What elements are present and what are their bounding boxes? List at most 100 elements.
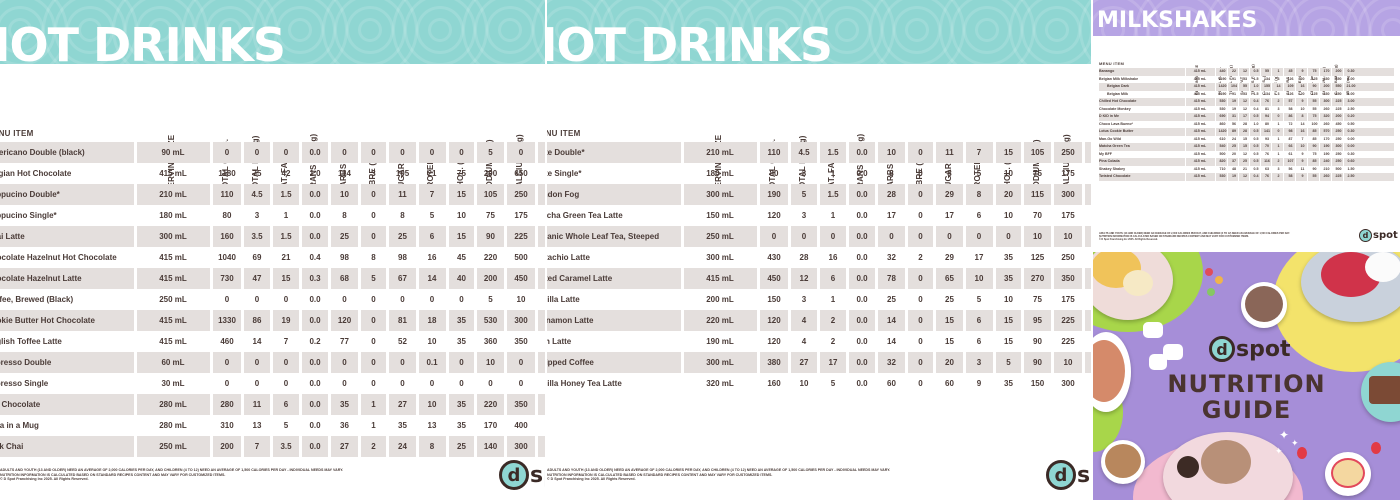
column-separator (386, 289, 389, 310)
nutrition-value: 415 mL (1193, 166, 1207, 171)
nutrition-value: 32 (887, 253, 896, 262)
nutrition-value: 180 mL (706, 169, 734, 178)
nutrition-value: 0 (371, 232, 376, 241)
nutrition-value: 8 (342, 211, 347, 220)
nutrition-value: 0 (918, 232, 923, 241)
column-separator (1283, 128, 1284, 136)
column-separator (846, 268, 849, 289)
column-separator (446, 352, 449, 373)
nutrition-value: 200 (1335, 114, 1342, 118)
column-separator (1283, 75, 1284, 83)
column-separator (270, 415, 273, 436)
column-separator (1021, 142, 1024, 163)
column-separator (210, 247, 213, 268)
footnote-line: ADULTS AND YOUTH (13 AND OLDER) NEED AN … (0, 468, 344, 472)
column-separator (933, 352, 936, 373)
ice-cream-cup (1241, 282, 1287, 328)
nutrition-value: 0.0 (856, 169, 868, 178)
nutrition-value: 21.00 (1346, 84, 1356, 88)
footnote-line: NUTRITION INFORMATION IS CALCULATED BASE… (0, 472, 226, 477)
column-separator (1238, 113, 1239, 121)
column-separator (1343, 120, 1344, 128)
nutrition-value: 170 (1323, 136, 1330, 141)
column-separator (993, 268, 996, 289)
column-separator (358, 331, 361, 352)
column-separator (1185, 113, 1186, 121)
nutrition-value: 0 (918, 190, 923, 199)
column-separator (963, 310, 966, 331)
nutrition-value: 0.0 (856, 316, 868, 325)
column-separator (1227, 75, 1228, 83)
column-separator (386, 226, 389, 247)
nutrition-value: 81 (1265, 106, 1269, 111)
column-separator (681, 247, 684, 268)
column-separator (993, 205, 996, 226)
column-separator (1227, 120, 1228, 128)
column-separator (241, 142, 244, 163)
column-separator (328, 226, 331, 247)
column-separator (446, 247, 449, 268)
column-separator (1185, 135, 1186, 143)
nutrition-value: 1 (1277, 144, 1280, 148)
dspot-logo: d spot (499, 460, 545, 490)
column-separator (875, 268, 878, 289)
nutrition-value: 15 (1004, 316, 1013, 325)
churro-fries (1093, 340, 1125, 402)
nutrition-value: 0.5 (1253, 129, 1259, 133)
menu-item-name: Organic Whole Leaf Tea, Steeped (547, 232, 660, 241)
nutrition-value: 0 (801, 232, 807, 241)
nutrition-value: 5 (283, 421, 289, 430)
nutrition-value: 75 (1033, 295, 1042, 304)
column-separator (328, 289, 331, 310)
logo-wordmark: spot (1373, 230, 1398, 241)
nutrition-value: 570 (1323, 129, 1330, 133)
nutrition-value: 0.5 (1253, 136, 1259, 141)
column-separator (328, 247, 331, 268)
nutrition-value: 0 (224, 379, 230, 388)
nutrition-value: 0.0 (856, 274, 868, 283)
nutrition-value: 0.00 (1347, 136, 1355, 141)
column-separator (1185, 68, 1186, 76)
footnote: ADULTS AND YOUTH (13 AND OLDER) NEED AN … (0, 468, 343, 482)
column-separator (1249, 105, 1250, 113)
column-header: SODIUM (mg) (1032, 78, 1046, 193)
nutrition-value: 190 (1323, 144, 1330, 148)
nutrition-value: 3 (976, 358, 982, 367)
column-separator (535, 415, 538, 436)
column-separator (504, 268, 507, 289)
column-separator (299, 436, 302, 457)
nutrition-value: 0 (488, 379, 493, 388)
marshmallow (1143, 322, 1163, 338)
column-separator (1343, 98, 1344, 106)
column-header: CALCIUM (mg) (515, 78, 529, 193)
column-separator (1295, 83, 1296, 91)
column-separator (1307, 135, 1308, 143)
nutrition-value: 0.0 (856, 379, 868, 388)
nutrition-value: 55 (1312, 106, 1317, 111)
column-separator (358, 436, 361, 457)
table-row: Belgian Dark 415 mL 1420 104 55 1.0 155 14 109 16… (1099, 83, 1394, 91)
column-separator (1343, 165, 1344, 173)
column-separator (241, 268, 244, 289)
column-separator (757, 247, 760, 268)
column-separator (134, 352, 137, 373)
column-separator (757, 205, 760, 226)
nutrition-value: 35 (457, 316, 466, 325)
menu-item-name: D KID in Me (1099, 114, 1119, 118)
milkshake-nutrition-table: MENU ITEM SERVING SIZE TOTAL CALS. TOTAL FA… (1099, 32, 1394, 181)
nutrition-value: 650 (514, 169, 528, 178)
nutrition-value: 19 (1232, 99, 1236, 103)
column-separator (446, 163, 449, 184)
column-separator (504, 373, 507, 394)
column-separator (1185, 165, 1186, 173)
column-separator (1283, 68, 1284, 76)
nutrition-value: 90 (486, 232, 495, 241)
nutrition-value: 3 (801, 211, 807, 220)
nutrition-value: 3 (801, 169, 807, 178)
column-separator (328, 415, 331, 436)
column-separator (1331, 120, 1332, 128)
column-separator (993, 142, 996, 163)
column-separator (270, 226, 273, 247)
column-separator (1227, 68, 1228, 76)
nutrition-value: 1.5 (280, 232, 292, 241)
